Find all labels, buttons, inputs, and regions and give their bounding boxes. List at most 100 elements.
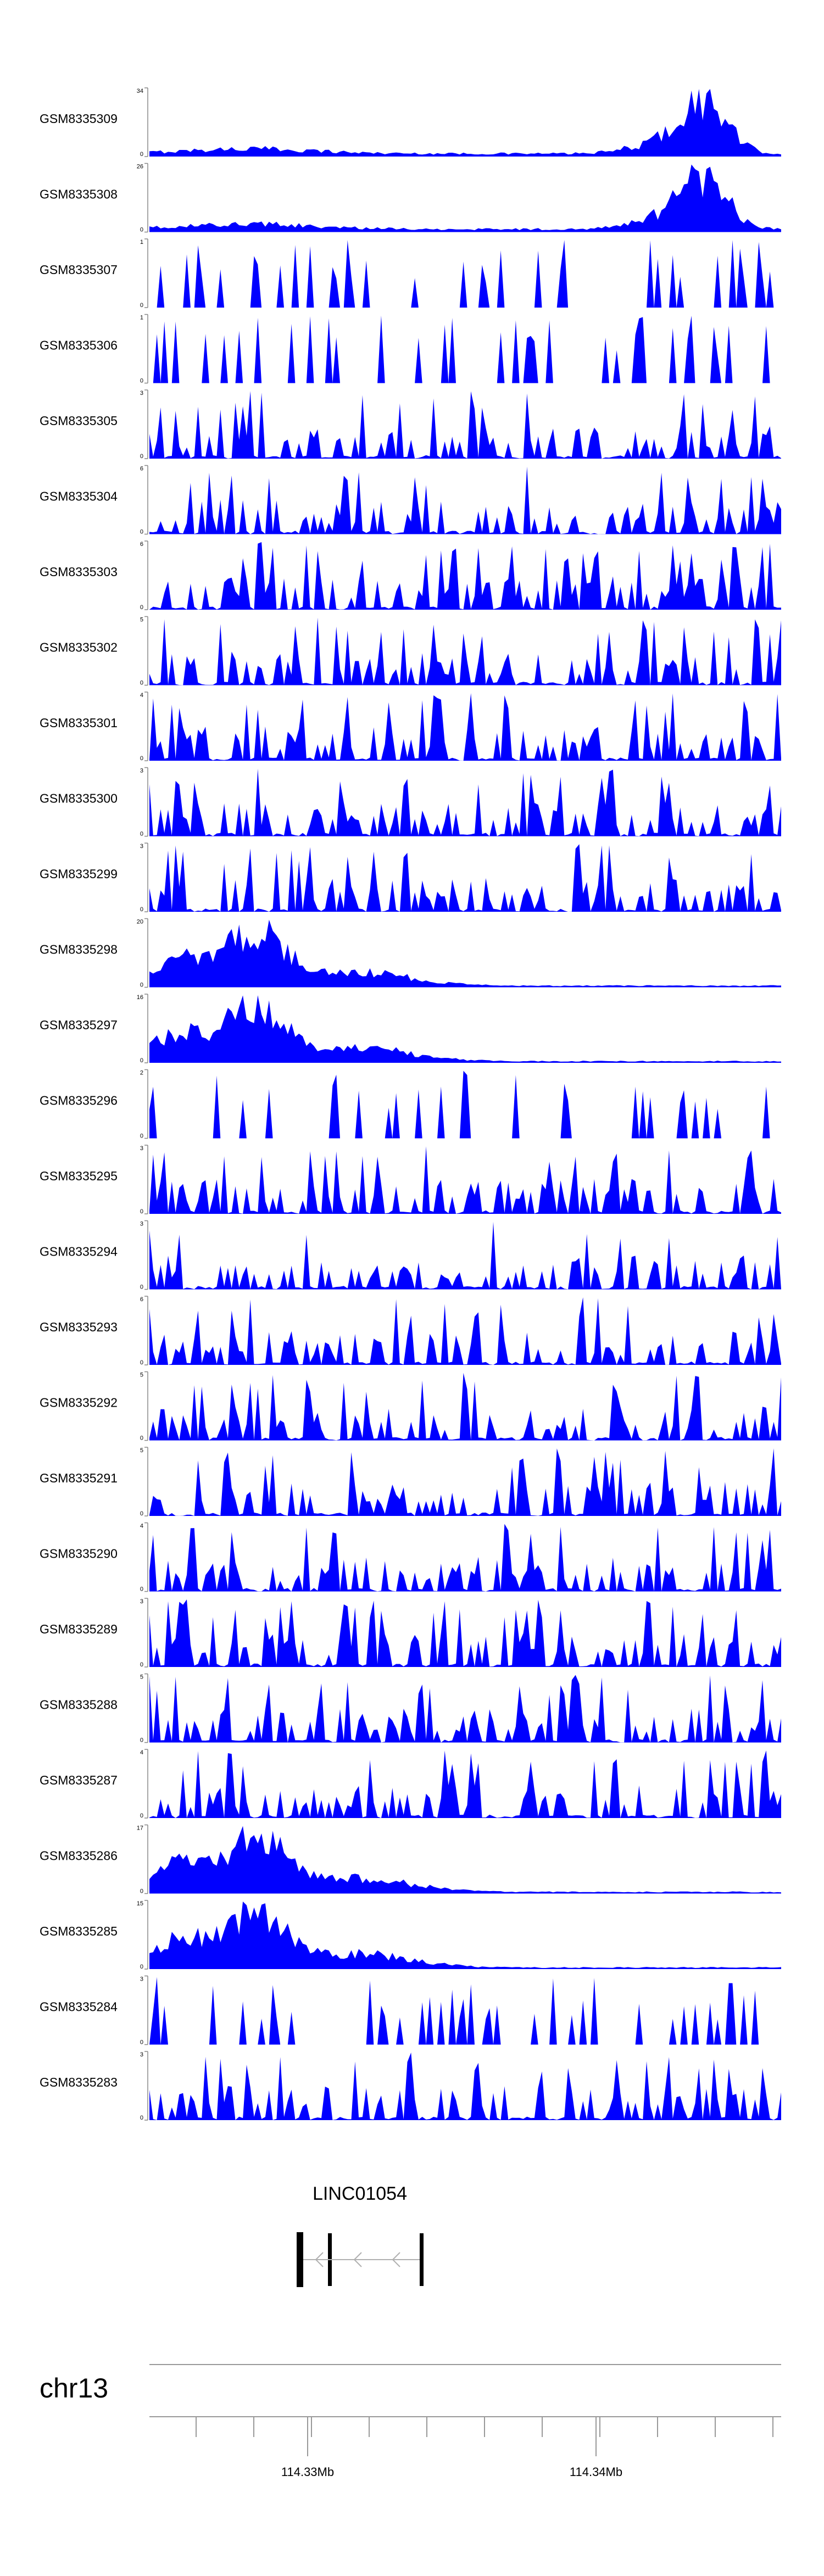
track-label: GSM8335305 xyxy=(40,414,118,428)
gene-model xyxy=(297,2232,424,2287)
y-max-label: 3 xyxy=(140,390,143,397)
coverage-area xyxy=(149,240,781,308)
coverage-area xyxy=(149,617,781,685)
track-GSM8335285: GSM8335285 15 0 xyxy=(40,1900,781,1970)
coverage-area xyxy=(149,1448,781,1516)
y-min-label: 0 xyxy=(140,1208,143,1215)
y-max-label: 34 xyxy=(137,88,143,94)
coverage-area xyxy=(149,1297,781,1365)
y-max-label: 5 xyxy=(140,617,143,623)
coverage-area xyxy=(149,1524,781,1592)
y-min-label: 0 xyxy=(140,151,143,158)
track-GSM8335307: GSM8335307 1 0 xyxy=(40,238,781,309)
track-GSM8335292: GSM8335292 5 0 xyxy=(40,1371,781,1442)
track-GSM8335294: GSM8335294 3 0 xyxy=(40,1220,781,1291)
track-label: GSM8335288 xyxy=(40,1698,118,1712)
track-GSM8335304: GSM8335304 6 0 xyxy=(40,465,781,536)
track-GSM8335288: GSM8335288 5 0 xyxy=(40,1673,781,1744)
track-label: GSM8335294 xyxy=(40,1245,118,1259)
coverage-area xyxy=(149,89,781,157)
coverage-area xyxy=(149,1977,781,2045)
coverage-area xyxy=(149,1750,781,1818)
coverage-area xyxy=(149,919,781,988)
track-label: GSM8335304 xyxy=(40,489,118,504)
y-min-label: 0 xyxy=(140,1133,143,1140)
y-min-label: 0 xyxy=(140,604,143,611)
y-max-label: 3 xyxy=(140,768,143,774)
track-label: GSM8335298 xyxy=(40,943,118,957)
y-min-label: 0 xyxy=(140,1510,143,1517)
track-GSM8335303: GSM8335303 6 0 xyxy=(40,540,781,611)
y-max-label: 3 xyxy=(140,2051,143,2058)
coverage-area xyxy=(149,1373,781,1441)
track-GSM8335291: GSM8335291 5 0 xyxy=(40,1447,781,1517)
track-label: GSM8335303 xyxy=(40,565,118,579)
track-label: GSM8335300 xyxy=(40,791,118,806)
track-GSM8335296: GSM8335296 2 0 xyxy=(40,1069,781,1140)
track-label: GSM8335283 xyxy=(40,2075,118,2089)
track-label: GSM8335299 xyxy=(40,867,118,881)
coverage-area xyxy=(149,2053,781,2120)
y-min-label: 0 xyxy=(140,1813,143,1819)
coverage-area xyxy=(149,391,781,459)
track-label: GSM8335302 xyxy=(40,640,118,655)
y-min-label: 0 xyxy=(140,1586,143,1593)
y-min-label: 0 xyxy=(140,831,143,838)
y-min-label: 0 xyxy=(140,1888,143,1895)
track-label: GSM8335290 xyxy=(40,1547,118,1561)
y-min-label: 0 xyxy=(140,1284,143,1291)
y-max-label: 4 xyxy=(140,1523,143,1530)
track-label: GSM8335309 xyxy=(40,111,118,126)
y-min-label: 0 xyxy=(140,1359,143,1366)
y-max-label: 4 xyxy=(140,692,143,699)
axis-tick-label: 114.34Mb xyxy=(570,2465,622,2479)
track-GSM8335287: GSM8335287 4 0 xyxy=(40,1749,781,1819)
coverage-area xyxy=(149,1070,781,1139)
coverage-area xyxy=(149,693,781,761)
strand-arrow xyxy=(315,2252,324,2267)
y-max-label: 5 xyxy=(140,1674,143,1681)
coverage-area xyxy=(149,1146,781,1214)
track-GSM8335305: GSM8335305 3 0 xyxy=(40,389,781,460)
y-min-label: 0 xyxy=(140,1964,143,1970)
y-min-label: 0 xyxy=(140,1435,143,1442)
y-max-label: 5 xyxy=(140,1447,143,1454)
coverage-area xyxy=(149,164,781,232)
y-max-label: 2 xyxy=(140,1070,143,1077)
gene-track: LINC01054 xyxy=(297,2183,424,2287)
track-label: GSM8335291 xyxy=(40,1471,118,1485)
y-min-label: 0 xyxy=(140,906,143,913)
gene-exon xyxy=(297,2232,303,2287)
track-label: GSM8335295 xyxy=(40,1169,118,1183)
y-max-label: 15 xyxy=(137,1900,143,1907)
y-min-label: 0 xyxy=(140,302,143,309)
axis-ticks xyxy=(196,2417,773,2456)
track-label: GSM8335285 xyxy=(40,1924,118,1938)
coverage-area xyxy=(149,768,781,837)
y-max-label: 6 xyxy=(140,1296,143,1303)
track-GSM8335290: GSM8335290 4 0 xyxy=(40,1522,781,1593)
y-min-label: 0 xyxy=(140,227,143,233)
y-max-label: 26 xyxy=(137,164,143,170)
y-max-label: 4 xyxy=(140,1749,143,1756)
coverage-area xyxy=(149,1222,781,1290)
track-GSM8335300: GSM8335300 3 0 xyxy=(40,767,781,838)
track-GSM8335298: GSM8335298 20 0 xyxy=(40,918,781,989)
track-label: GSM8335292 xyxy=(40,1396,118,1410)
y-min-label: 0 xyxy=(140,1057,143,1064)
coverage-area xyxy=(149,1599,781,1667)
track-GSM8335289: GSM8335289 3 0 xyxy=(40,1598,781,1668)
gene-exon xyxy=(420,2233,424,2286)
y-max-label: 3 xyxy=(140,1598,143,1605)
track-GSM8335283: GSM8335283 3 0 xyxy=(40,2051,781,2121)
coverage-area xyxy=(149,1826,781,1894)
y-min-label: 0 xyxy=(140,378,143,384)
track-GSM8335302: GSM8335302 5 0 xyxy=(40,616,781,687)
track-GSM8335308: GSM8335308 26 0 xyxy=(40,163,781,233)
y-max-label: 17 xyxy=(137,1825,143,1832)
track-GSM8335284: GSM8335284 3 0 xyxy=(40,1975,781,2046)
track-label: GSM8335284 xyxy=(40,2000,118,2014)
track-label: GSM8335306 xyxy=(40,338,118,353)
track-GSM8335293: GSM8335293 6 0 xyxy=(40,1296,781,1366)
